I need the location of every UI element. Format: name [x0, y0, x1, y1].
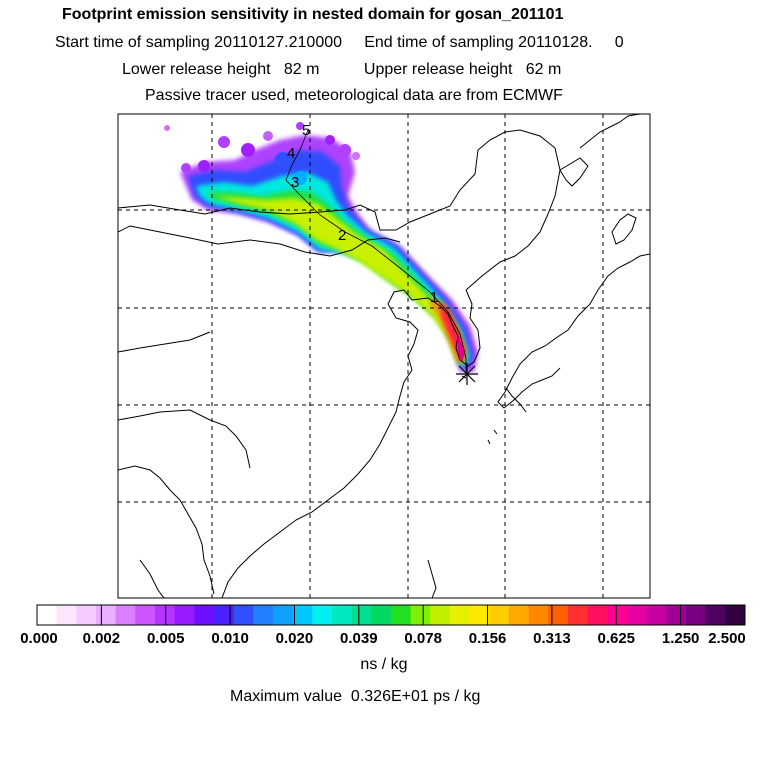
- colorbar-cell: [351, 605, 372, 625]
- colorbar-tick-label: 0.078: [404, 630, 442, 647]
- colorbar-tick-label: 1.250: [662, 630, 700, 647]
- colorbar-cell: [391, 605, 412, 625]
- colorbar: 0.000 0.002 0.005 0.010 0.020 0.039 0.078 0.156…: [20, 604, 746, 647]
- colorbar-cell: [666, 605, 687, 625]
- colorbar-tick-label: 0.313: [533, 630, 571, 647]
- colorbar-cell: [135, 605, 156, 625]
- colorbar-cell: [56, 605, 77, 625]
- colorbar-cell: [96, 605, 117, 625]
- colorbar-cell: [469, 605, 490, 625]
- colorbar-cell: [627, 605, 648, 625]
- colorbar-cell: [312, 605, 333, 625]
- coastlines: [118, 114, 650, 598]
- colorbar-cell: [214, 605, 235, 625]
- colorbar-cell: [233, 605, 254, 625]
- trajectory-label-2: 2: [338, 227, 346, 244]
- colorbar-cell: [194, 605, 215, 625]
- colorbar-cell: [430, 605, 451, 625]
- colorbar-tick-label: 2.500: [708, 630, 746, 647]
- colorbar-tick-label: 0.010: [211, 630, 249, 647]
- trajectory-path: [285, 129, 467, 372]
- colorbar-units: ns / kg: [360, 656, 408, 673]
- colorbar-cell: [174, 605, 195, 625]
- colorbar-cell: [450, 605, 471, 625]
- sampling-time-line: Start time of sampling 20110127.210000 E…: [55, 34, 624, 51]
- colorbar-cell: [646, 605, 667, 625]
- colorbar-cell: [705, 605, 726, 625]
- trajectory-label-4: 4: [287, 145, 295, 162]
- colorbar-cell: [410, 605, 431, 625]
- trajectory-label-3: 3: [291, 174, 299, 191]
- footprint-map: 1 2 3 4 5: [117, 113, 651, 599]
- colorbar-tick-label: 0.039: [340, 630, 378, 647]
- colorbar-cell: [253, 605, 274, 625]
- plot-title: Footprint emission sensitivity in nested…: [62, 6, 564, 23]
- colorbar-cell: [37, 605, 58, 625]
- colorbar-cell: [725, 605, 746, 625]
- colorbar-tick-label: 0.156: [469, 630, 507, 647]
- map-frame: [117, 113, 651, 599]
- trajectory-label-1: 1: [430, 289, 438, 306]
- colorbar-cell: [568, 605, 589, 625]
- lat-lon-grid: [118, 114, 650, 598]
- colorbar-cell: [489, 605, 510, 625]
- colorbar-cell: [548, 605, 569, 625]
- colorbar-tick-label: 0.020: [276, 630, 314, 647]
- colorbar-cell: [115, 605, 136, 625]
- colorbar-cell: [528, 605, 549, 625]
- colorbar-tick-label: 0.005: [147, 630, 185, 647]
- trajectory-label-5: 5: [302, 122, 310, 139]
- colorbar-tick-label: 0.625: [597, 630, 635, 647]
- tracer-info-line: Passive tracer used, meteorological data…: [145, 87, 563, 104]
- maximum-value: Maximum value 0.326E+01 ps / kg: [230, 688, 481, 705]
- release-height-line: Lower release height 82 m Upper release …: [122, 61, 562, 78]
- colorbar-cell: [155, 605, 176, 625]
- colorbar-cell: [587, 605, 608, 625]
- receptor-star-icon: [456, 363, 478, 385]
- colorbar-cell: [509, 605, 530, 625]
- colorbar-cell: [332, 605, 353, 625]
- colorbar-cell: [76, 605, 97, 625]
- colorbar-cell: [273, 605, 294, 625]
- colorbar-cell: [607, 605, 628, 625]
- colorbar-tick-label: 0.000: [20, 630, 58, 647]
- colorbar-cell: [371, 605, 392, 625]
- colorbar-tick-label: 0.002: [83, 630, 121, 647]
- colorbar-cell: [292, 605, 313, 625]
- colorbar-cell: [686, 605, 707, 625]
